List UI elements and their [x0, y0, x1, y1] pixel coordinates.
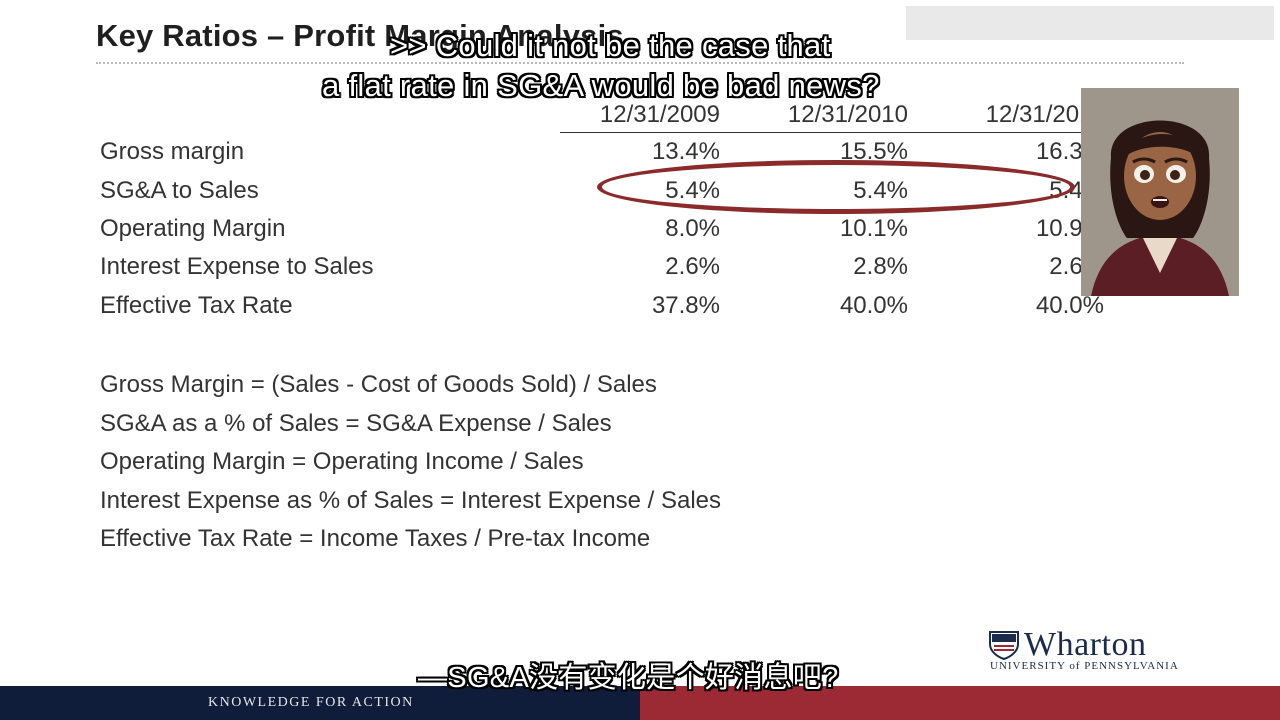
formula-sga: SG&A as a % of Sales = SG&A Expense / Sa… [100, 409, 612, 437]
table-row-operating-margin: Operating Margin 8.0% 10.1% 10.9% [90, 210, 1104, 248]
top-right-panel [906, 6, 1274, 40]
footer-bar-red [640, 686, 1280, 720]
footer-tagline: KNOWLEDGE FOR ACTION [208, 695, 414, 710]
row-label: Gross margin [100, 137, 245, 165]
university-subtitle: UNIVERSITY of PENNSYLVANIA [990, 660, 1179, 672]
table-row-interest-expense: Interest Expense to Sales 2.6% 2.8% 2.6% [90, 248, 1104, 286]
avatar-illustration [1091, 120, 1229, 296]
cell-value: 40.0% [1035, 291, 1104, 319]
cell-value: 40.0% [839, 291, 908, 319]
formula-effective-tax-rate: Effective Tax Rate = Income Taxes / Pre-… [100, 525, 651, 553]
wharton-wordmark: Wharton [1024, 626, 1147, 663]
ratios-table: 12/31/2009 12/31/2010 12/31/2011 Gross m… [90, 98, 1104, 325]
sga-highlight-ellipse [597, 160, 1075, 214]
cell-value: 2.6% [665, 253, 720, 281]
cell-value: 37.8% [651, 291, 720, 319]
subtitle-translation: —SG&A没有变化是个好消息吧? [418, 662, 839, 694]
cell-value: 2.8% [853, 253, 908, 281]
column-header-2010: 12/31/2010 [720, 98, 908, 133]
shield-icon [989, 631, 1019, 660]
table-row-effective-tax-rate: Effective Tax Rate 37.8% 40.0% 40.0% [90, 287, 1104, 325]
cell-value: 10.9% [1035, 214, 1104, 242]
table-header-row: 12/31/2009 12/31/2010 12/31/2011 [90, 98, 1104, 133]
title-divider [96, 62, 1184, 64]
column-header-2009: 12/31/2009 [560, 98, 720, 133]
row-label: Interest Expense to Sales [100, 253, 374, 281]
footer-bar-navy: KNOWLEDGE FOR ACTION [0, 686, 640, 720]
cell-value: 2.6% [1049, 253, 1104, 281]
wharton-logo: Wharton UNIVERSITY of PENNSYLVANIA [988, 626, 1198, 672]
presenter-avatar [1081, 88, 1239, 296]
cell-value: 8.0% [665, 214, 720, 242]
formula-operating-margin: Operating Margin = Operating Income / Sa… [100, 448, 584, 476]
row-label: Operating Margin [100, 214, 286, 242]
formula-list: Gross Margin = (Sales - Cost of Goods So… [100, 366, 721, 559]
cell-value: 10.1% [839, 214, 908, 242]
slide-title: Key Ratios – Profit Margin Analysis [96, 18, 624, 53]
column-header-2011: 12/31/2011 [908, 98, 1104, 133]
subtitle-line-1: >> Could it not be the case that [390, 28, 831, 63]
cell-value: 13.4% [651, 138, 720, 166]
row-label: Effective Tax Rate [100, 291, 293, 319]
subtitle-line-2: a flat rate in SG&A would be bad news? [322, 68, 880, 103]
row-label: SG&A to Sales [100, 176, 259, 204]
formula-interest-expense: Interest Expense as % of Sales = Interes… [100, 486, 722, 514]
formula-gross-margin: Gross Margin = (Sales - Cost of Goods So… [100, 371, 657, 398]
